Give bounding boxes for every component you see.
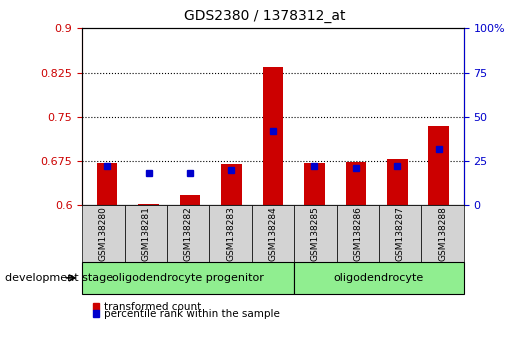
Text: GSM138285: GSM138285 — [311, 206, 320, 261]
Bar — [138, 204, 159, 205]
Text: GSM138284: GSM138284 — [269, 206, 277, 261]
Text: GSM138283: GSM138283 — [226, 206, 235, 261]
Text: GDS2380 / 1378312_at: GDS2380 / 1378312_at — [184, 9, 346, 23]
Bar — [428, 126, 449, 205]
Bar — [262, 67, 284, 205]
Text: oligodendrocyte progenitor: oligodendrocyte progenitor — [112, 273, 264, 283]
Text: GSM138287: GSM138287 — [396, 206, 404, 261]
Bar — [180, 195, 200, 205]
Bar — [221, 164, 242, 205]
Bar — [387, 159, 408, 205]
Text: development stage: development stage — [5, 273, 113, 283]
Bar — [304, 163, 325, 205]
Text: GSM138286: GSM138286 — [354, 206, 362, 261]
Text: GSM138282: GSM138282 — [184, 206, 192, 261]
Text: GSM138281: GSM138281 — [142, 206, 150, 261]
Text: GSM138288: GSM138288 — [438, 206, 447, 261]
Text: transformed count: transformed count — [104, 302, 201, 312]
Bar — [96, 163, 118, 205]
Text: GSM138280: GSM138280 — [99, 206, 108, 261]
Bar — [346, 162, 366, 205]
Text: oligodendrocyte: oligodendrocyte — [334, 273, 424, 283]
Text: percentile rank within the sample: percentile rank within the sample — [104, 309, 280, 319]
